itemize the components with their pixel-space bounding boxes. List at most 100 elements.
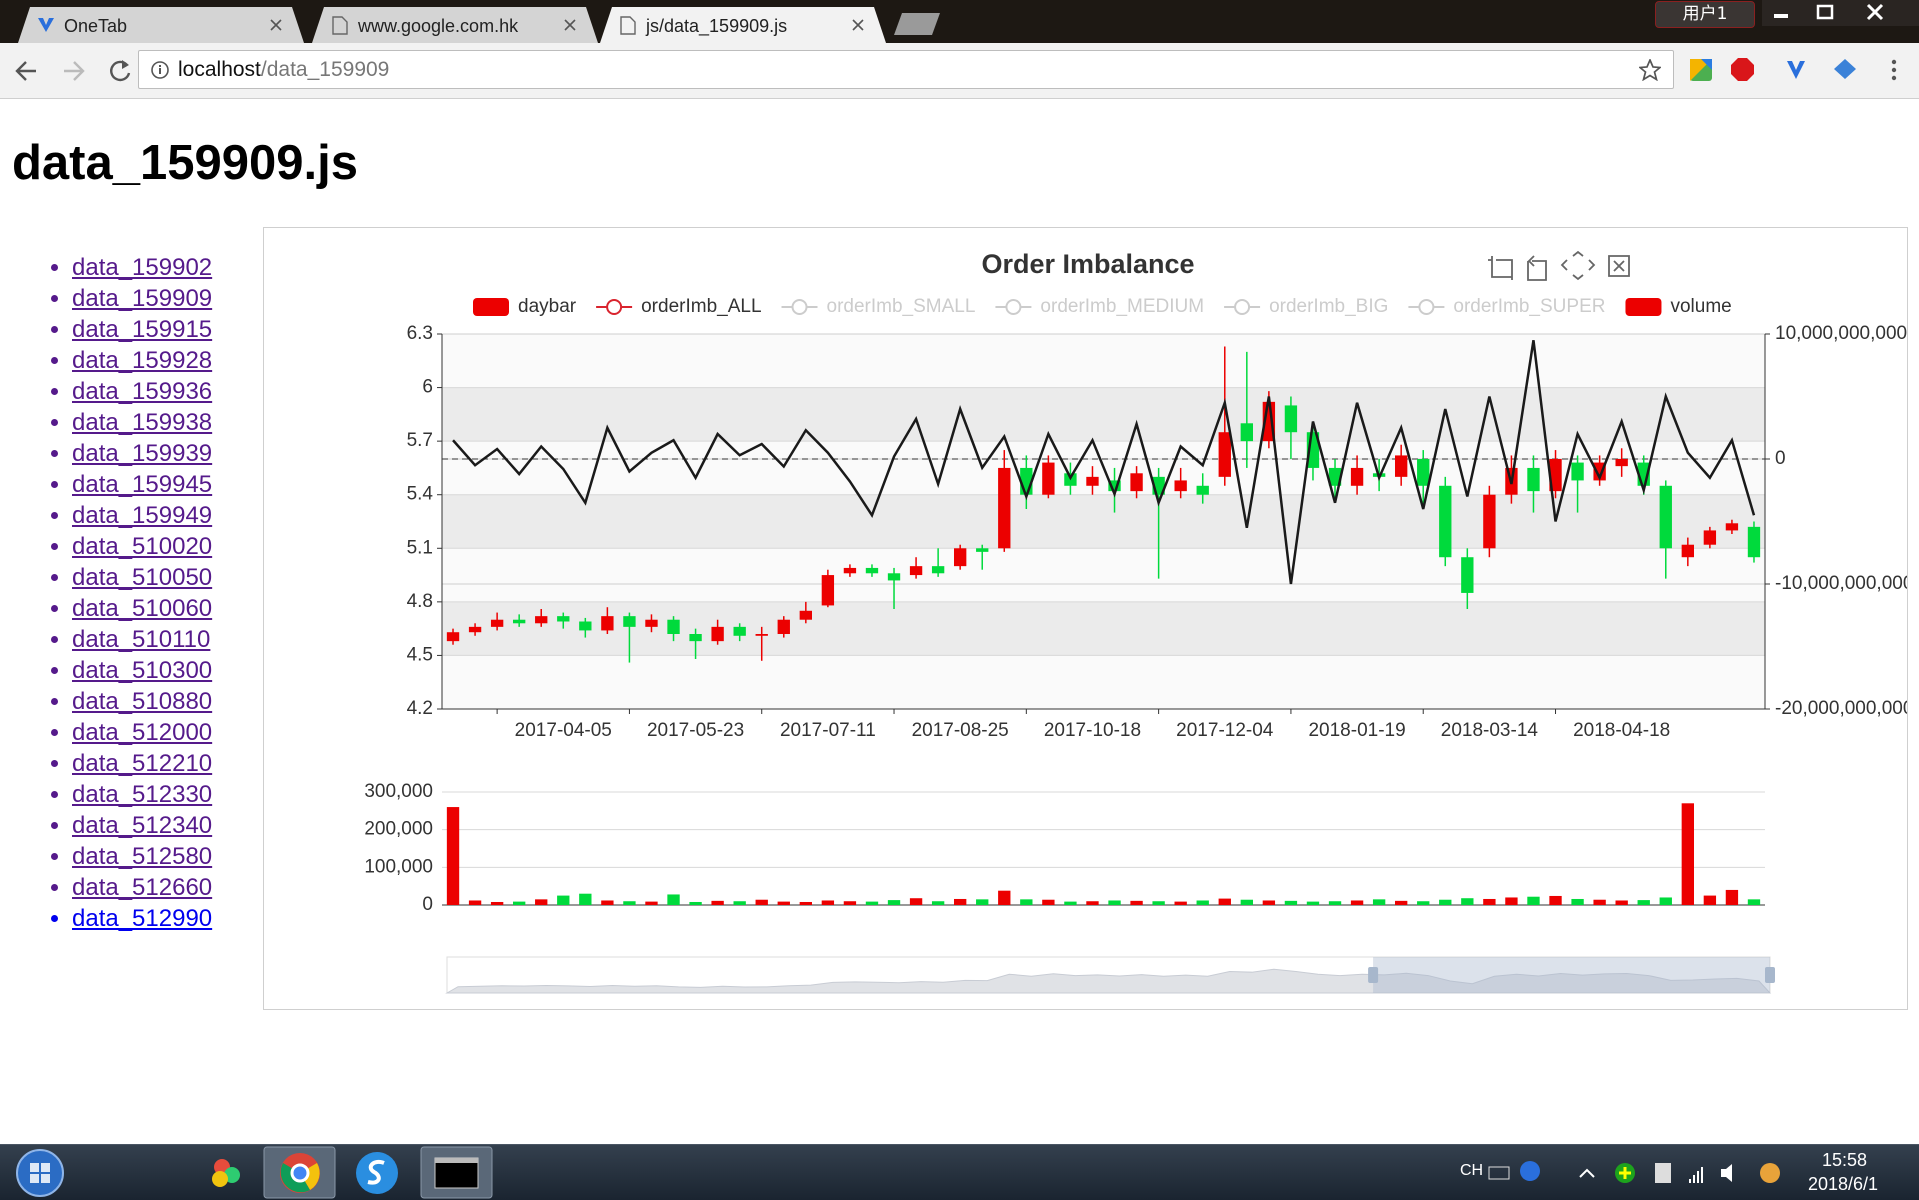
candle-body — [1130, 473, 1143, 492]
volume-bar — [1703, 895, 1717, 905]
file-link[interactable]: data_512340 — [72, 812, 213, 839]
file-link[interactable]: data_510050 — [72, 564, 213, 591]
tab-active[interactable]: js/data_159909.js — [600, 7, 886, 43]
volume-bar — [1130, 900, 1143, 905]
file-link[interactable]: data_510020 — [72, 533, 213, 560]
volume-bar — [446, 807, 460, 905]
candle-body — [1218, 432, 1231, 477]
link-item: data_510110 — [72, 624, 212, 655]
zoom-handle[interactable] — [1765, 967, 1775, 983]
volume-bar — [1064, 901, 1077, 905]
file-link[interactable]: data_159915 — [72, 316, 213, 343]
legend-item[interactable]: orderImb_MEDIUM — [995, 296, 1204, 317]
volume-bar — [1615, 900, 1628, 905]
volume-bar — [843, 901, 857, 905]
legend-item[interactable]: volume — [1625, 296, 1732, 317]
legend-item[interactable]: orderImb_ALL — [596, 296, 762, 317]
taskbar-apps[interactable] — [0, 1145, 520, 1200]
clock-date: 2018/6/1 — [1808, 1174, 1879, 1194]
window-controls[interactable] — [1762, 0, 1919, 28]
link-item: data_510880 — [72, 686, 212, 717]
candle-body — [1659, 485, 1672, 549]
volume-bar — [865, 901, 879, 905]
volume-bar — [976, 899, 989, 905]
tray-icons[interactable] — [1485, 1155, 1795, 1191]
file-link[interactable]: data_512330 — [72, 781, 213, 808]
file-link[interactable]: data_159939 — [72, 440, 213, 467]
link-list: data_159902 data_159909 data_159915 data_15… — [0, 252, 212, 934]
omnibox[interactable]: localhost /data_159909 — [138, 50, 1674, 89]
file-link[interactable]: data_159938 — [72, 409, 213, 436]
volume-bar — [468, 900, 482, 905]
candle-body — [799, 610, 812, 620]
volume-bar — [931, 901, 945, 905]
file-link[interactable]: data_159909 — [72, 285, 213, 312]
y-tick-label: 5.1 — [407, 537, 433, 558]
zoom-handle[interactable] — [1368, 967, 1379, 983]
file-link[interactable]: data_510880 — [72, 688, 213, 715]
split-area — [442, 601, 1765, 656]
file-link[interactable]: data_512660 — [72, 874, 213, 901]
file-link[interactable]: data_510110 — [72, 626, 211, 653]
volume-bar — [689, 901, 702, 905]
volume-bar — [601, 900, 614, 905]
file-link[interactable]: data_159945 — [72, 471, 213, 498]
tab-close[interactable] — [852, 19, 864, 31]
volume-bar — [1240, 899, 1253, 905]
zoom-window[interactable] — [1373, 957, 1770, 993]
nav-buttons[interactable] — [14, 57, 154, 85]
x-tick-label: 2018-03-14 — [1441, 720, 1539, 741]
language-indicator[interactable]: CH — [1460, 1162, 1484, 1179]
tab[interactable]: www.google.com.hk — [312, 7, 598, 43]
tab-title: www.google.com.hk — [358, 16, 519, 36]
toolbox[interactable] — [1488, 250, 1630, 281]
link-item: data_159915 — [72, 314, 212, 345]
bookmark-star[interactable] — [1639, 59, 1661, 81]
tab-close[interactable] — [564, 19, 576, 31]
file-link[interactable]: data_159936 — [72, 378, 213, 405]
volume-bar — [777, 901, 790, 905]
file-link[interactable]: data_512990 — [72, 905, 213, 932]
candle-body — [1174, 480, 1187, 492]
extension-icons[interactable] — [1686, 55, 1916, 87]
tab[interactable]: OneTab — [18, 7, 304, 43]
file-link[interactable]: data_512000 — [72, 719, 213, 746]
legend-item[interactable]: daybar — [473, 296, 577, 317]
tab-close[interactable] — [270, 19, 282, 31]
file-link[interactable]: data_159928 — [72, 347, 213, 374]
link-item: data_512330 — [72, 779, 212, 810]
x-tick-label: 2017-08-25 — [912, 720, 1009, 741]
new-tab-button[interactable] — [894, 13, 940, 35]
file-link[interactable]: data_510300 — [72, 657, 213, 684]
y2-tick-label: 10,000,000,000 — [1775, 323, 1907, 344]
candle-body — [1615, 459, 1628, 467]
tab-title: js/data_159909.js — [646, 16, 788, 36]
file-link[interactable]: data_512580 — [72, 843, 213, 870]
user-badge[interactable]: 用户1 — [1655, 1, 1755, 28]
volume-bar — [887, 900, 901, 905]
legend-item[interactable]: orderImb_BIG — [1224, 296, 1388, 317]
zoom-shadow — [445, 968, 1772, 994]
candle-body — [843, 567, 857, 574]
candle-body — [1703, 530, 1717, 545]
candle-body — [821, 575, 835, 606]
candle-body — [1350, 467, 1364, 486]
taskbar: CH 15:58 2018/6/1 — [0, 1144, 1919, 1200]
file-link[interactable]: data_159902 — [72, 254, 213, 281]
link-item: data_159939 — [72, 438, 212, 469]
file-link[interactable]: data_159949 — [72, 502, 213, 529]
link-item: data_159949 — [72, 500, 212, 531]
volume-bar — [1417, 901, 1430, 905]
candle-body — [1571, 462, 1584, 481]
volume-bar — [1328, 901, 1342, 905]
candle-body — [777, 619, 790, 634]
volume-bar — [1372, 899, 1386, 905]
file-link[interactable]: data_510060 — [72, 595, 213, 622]
file-link[interactable]: data_512210 — [72, 750, 213, 777]
info-icon[interactable] — [150, 60, 170, 80]
candle-body — [535, 616, 548, 624]
legend-item[interactable]: orderImb_SUPER — [1408, 296, 1605, 317]
candle-body — [755, 634, 768, 636]
candle-body — [1108, 480, 1121, 492]
legend-item[interactable]: orderImb_SMALL — [781, 296, 976, 317]
